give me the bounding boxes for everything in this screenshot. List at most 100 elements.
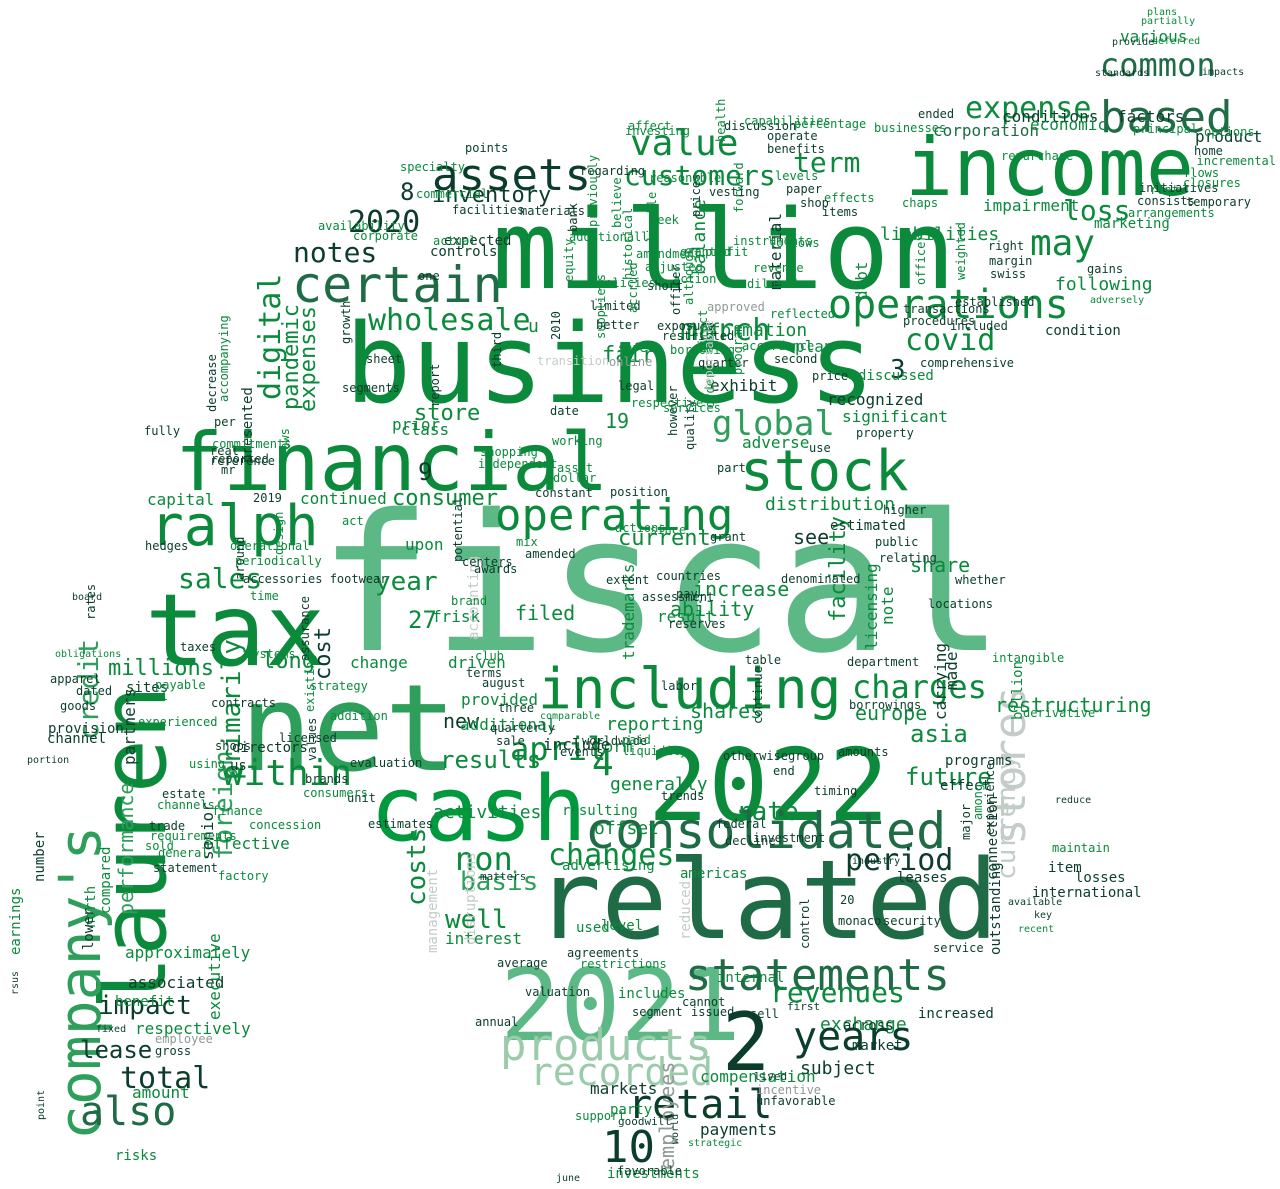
word-availability: availability [318, 219, 405, 233]
word-experience: experience [983, 763, 997, 835]
word-continue: continue [751, 666, 765, 724]
word-procedures: procedures [903, 314, 975, 328]
word-credit: credit [72, 639, 105, 740]
word-tax: tax [145, 572, 326, 689]
word-impacts: impacts [1202, 67, 1244, 78]
word-respectively: respectively [135, 1019, 251, 1038]
word-prices: prices [689, 174, 703, 217]
word-restructuring: restructuring [995, 693, 1152, 717]
word-time: time [250, 589, 279, 603]
word-millions: millions [108, 656, 214, 681]
word-2020: 2020 [348, 205, 420, 240]
word-repurchase: repurchase [1001, 149, 1073, 163]
word-stock: stock [740, 439, 909, 504]
word-charges: charges [852, 668, 987, 706]
word-see: see [793, 525, 829, 549]
word-financial: financial [175, 416, 608, 509]
word-segment: segment [632, 1005, 683, 1019]
word-position: position [610, 485, 668, 499]
word-mix: mix [516, 535, 538, 549]
word-actual: actual [433, 234, 476, 248]
word-accounting: accounting [466, 556, 482, 640]
word-disruptions: disruptions [463, 852, 479, 945]
word-average: average [497, 956, 548, 970]
word-includes: includes [618, 986, 685, 1002]
word-revenue: revenue [753, 261, 804, 275]
word-estate: estate [162, 787, 205, 801]
word-right: right [988, 239, 1024, 253]
word-week: week [650, 213, 680, 227]
word-europe: europe [855, 701, 927, 725]
word-factors: factors [1117, 107, 1184, 126]
word-brands: brands [305, 772, 348, 786]
word-officer: officer [669, 264, 683, 315]
word-benefit: benefit [115, 994, 174, 1010]
word-end: end [773, 764, 795, 778]
word-closures: closures [1183, 176, 1241, 190]
word-although: although [682, 247, 696, 305]
word-options: options [1204, 125, 1255, 139]
word-revenues: revenues [770, 976, 905, 1009]
word-years: years [793, 1014, 913, 1060]
word-related: related [535, 836, 999, 964]
word-u: u [528, 316, 539, 337]
word-applicable: applicable [645, 192, 659, 264]
word-9: 9 [418, 458, 432, 486]
word-standards: standards [1095, 68, 1149, 79]
word-lived: lived [754, 1070, 787, 1083]
word-asia: asia [910, 720, 968, 748]
word-exhibit: exhibit [710, 376, 777, 395]
word-distribution: distribution [765, 494, 895, 515]
word-us: us [230, 758, 247, 774]
word-however: however [666, 385, 680, 436]
word-reserves: reserves [668, 617, 726, 631]
word-activities: activities [433, 802, 541, 823]
word-property: property [856, 426, 914, 440]
word-report: report [428, 364, 442, 407]
word-international: international [1032, 885, 1142, 901]
word-available: available [1008, 897, 1062, 908]
word-discussed: discussed [858, 368, 934, 384]
word-trade: trade [149, 819, 185, 833]
word-number: number [32, 831, 48, 882]
word-continued: continued [300, 489, 387, 508]
word-various: various [1120, 27, 1187, 46]
word-suppliers: suppliers [594, 274, 608, 339]
word-resulting: resulting [562, 803, 638, 819]
word-federal: federal [716, 817, 767, 831]
word-matters: matters [480, 870, 526, 883]
word-form: form [594, 737, 633, 756]
word-reporting: reporting [606, 714, 704, 735]
word-provide: provide [1112, 37, 1154, 48]
word-trends: trends [661, 789, 704, 803]
word-market: market [852, 1038, 903, 1054]
word-include: include [543, 735, 610, 754]
word-leases: leases [897, 870, 948, 886]
word-pandemic: pandemic [279, 304, 304, 410]
word-liabilities: liabilities [880, 224, 999, 245]
word-grant: grant [710, 530, 746, 544]
word-systems: systems [245, 647, 296, 661]
word-fixed: fixed [96, 1024, 126, 1035]
word-19: 19 [605, 409, 629, 433]
word-date: date [550, 404, 579, 418]
word-requirements: requirements [150, 829, 237, 843]
word-general: general [158, 846, 209, 860]
word-statement: statement [153, 861, 218, 875]
word-balance: balance [689, 199, 710, 275]
word-directors: directors [232, 740, 308, 756]
word-channel: channel [47, 731, 106, 747]
word-worldwide: worldwide [582, 734, 647, 748]
word-assessment: assessment [642, 590, 714, 604]
word-goodwill: goodwill [618, 1115, 671, 1128]
word-effective: effective [203, 834, 290, 853]
word-swiss: swiss [990, 267, 1026, 281]
word-2019: 2019 [253, 491, 282, 505]
word-senior: senior [198, 802, 217, 860]
word-channels: channels [157, 798, 215, 812]
word-used: used [576, 920, 610, 936]
word-executive: executive [205, 933, 224, 1020]
word-management: management [425, 869, 441, 953]
word-business: business [345, 300, 875, 428]
word-incentive: incentive [756, 1083, 821, 1097]
